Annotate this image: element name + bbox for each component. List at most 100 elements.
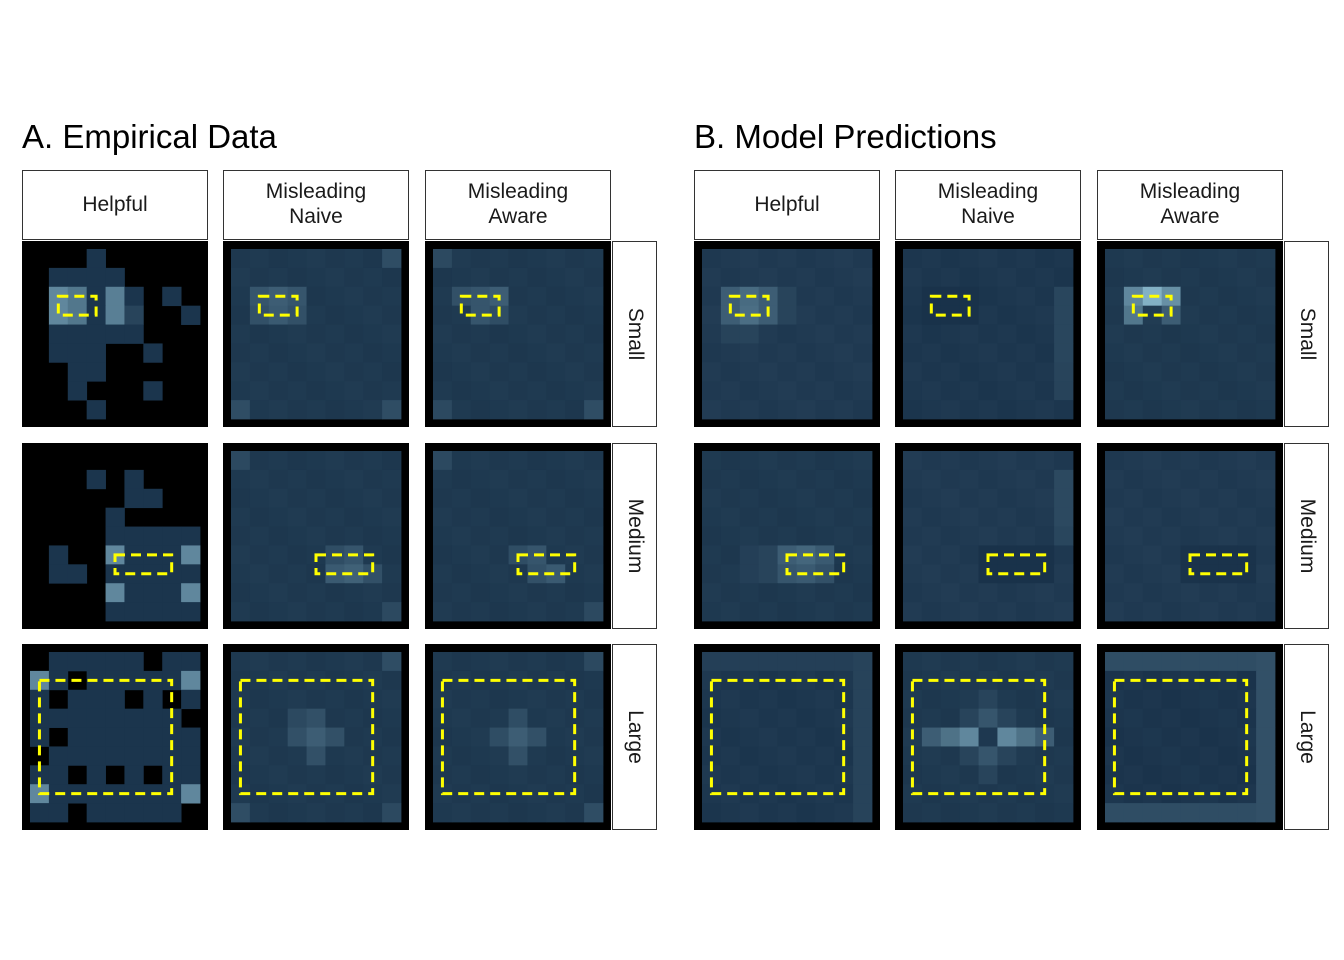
heatmap-cell — [777, 324, 797, 344]
heatmap-cell — [325, 267, 345, 288]
heatmap-cell — [344, 400, 364, 420]
heatmap-cell — [997, 652, 1017, 672]
heatmap-cell — [1180, 267, 1200, 288]
column-strip-misleading-naive: Misleading Naive — [895, 170, 1081, 240]
heatmap-cell — [162, 602, 182, 622]
heatmap-cell — [1035, 583, 1055, 603]
heatmap-cell — [1054, 727, 1074, 747]
heatmap-cell — [470, 526, 491, 546]
heatmap-cell — [1237, 400, 1257, 420]
heatmap-cell — [1218, 602, 1238, 622]
heatmap-cell — [527, 469, 547, 490]
heatmap-cell — [720, 727, 741, 747]
heatmap-cell — [853, 526, 873, 546]
heatmap-cell — [1199, 602, 1219, 622]
heatmap-cell — [508, 381, 528, 401]
heatmap-cell — [325, 324, 345, 344]
heatmap-cell — [105, 507, 125, 527]
heatmap-cell — [1123, 305, 1144, 325]
heatmap-cell — [565, 526, 585, 546]
heatmap-cell — [344, 488, 364, 509]
heatmap-cell — [997, 451, 1017, 471]
heatmap-cell — [978, 507, 998, 527]
heatmap-cell — [1142, 689, 1163, 710]
heatmap-cell — [565, 267, 585, 288]
heatmap-cell — [546, 400, 566, 420]
heatmap-cell — [978, 746, 998, 766]
heatmap-cell — [489, 583, 509, 603]
heatmap-cell — [1256, 727, 1276, 747]
heatmap-cell — [720, 469, 741, 490]
heatmap-cell — [1199, 381, 1219, 401]
heatmap-cell — [959, 708, 979, 728]
heatmap-cell — [834, 362, 854, 382]
heatmap-cell — [344, 305, 364, 325]
heatmap-cell — [546, 583, 566, 603]
heatmap-cell — [796, 746, 816, 766]
heatmap-cell — [1123, 602, 1144, 622]
heatmap-cell — [287, 469, 307, 490]
heatmap-cell — [921, 249, 942, 269]
heatmap-cell — [451, 305, 472, 325]
heatmap-cell — [1035, 362, 1055, 382]
heatmap-cell — [1123, 343, 1144, 363]
heatmap-empirical-large-helpful — [22, 644, 208, 830]
heatmap-cell — [231, 451, 251, 471]
heatmap-cell — [720, 564, 741, 584]
heatmap-cell — [1237, 746, 1257, 766]
heatmap-cell — [834, 708, 854, 728]
heatmap-cell — [268, 727, 289, 747]
heatmap-cell — [702, 451, 722, 471]
heatmap-cell — [758, 267, 778, 288]
heatmap-cell — [287, 400, 307, 420]
heatmap-cell — [1237, 727, 1257, 747]
heatmap-cell — [739, 564, 760, 584]
heatmap-cell — [978, 689, 998, 710]
heatmap-cell — [815, 488, 835, 509]
heatmap-cell — [1161, 526, 1181, 546]
heatmap-cell — [527, 343, 547, 363]
heatmap-cell — [489, 507, 509, 527]
heatmap-cell — [777, 362, 797, 382]
heatmap-cell — [306, 784, 326, 804]
heatmap-cell — [67, 267, 88, 288]
heatmap-cell — [1105, 400, 1125, 420]
heatmap-cell — [940, 451, 961, 471]
heatmap-cell — [1035, 324, 1055, 344]
heatmap-cell — [1054, 324, 1074, 344]
heatmap-cell — [325, 343, 345, 363]
heatmap-cell — [853, 451, 873, 471]
heatmap-cell — [306, 400, 326, 420]
heatmap-cell — [796, 324, 816, 344]
heatmap-cell — [1180, 400, 1200, 420]
heatmap-cell — [777, 583, 797, 603]
heatmap-cell — [1142, 526, 1163, 546]
heatmap-cell — [1035, 526, 1055, 546]
heatmap-cell — [1142, 324, 1163, 344]
heatmap-cell — [231, 652, 251, 672]
heatmap-cell — [508, 746, 528, 766]
heatmap-cell — [1180, 526, 1200, 546]
heatmap-cell — [268, 488, 289, 509]
heatmap-cell — [584, 362, 604, 382]
heatmap-cell — [1199, 784, 1219, 804]
heatmap-cell — [1105, 343, 1125, 363]
heatmap-empirical-small-misleading-aware — [425, 241, 611, 427]
heatmap-cell — [1161, 545, 1181, 565]
heatmap-cell — [1123, 488, 1144, 509]
heatmap-cell — [527, 526, 547, 546]
heatmap-cell — [181, 602, 201, 622]
heatmap-cell — [1218, 343, 1238, 363]
heatmap-cell — [1218, 564, 1238, 584]
heatmap-cell — [940, 803, 961, 823]
heatmap-cell — [124, 602, 144, 622]
heatmap-cell — [67, 381, 88, 401]
heatmap-cell — [1218, 803, 1238, 823]
heatmap-cell — [546, 765, 566, 785]
heatmap-cell — [978, 249, 998, 269]
heatmap-cell — [1180, 583, 1200, 603]
heatmap-cell — [940, 765, 961, 785]
heatmap-cell — [143, 708, 163, 728]
heatmap-cell — [1016, 286, 1036, 307]
